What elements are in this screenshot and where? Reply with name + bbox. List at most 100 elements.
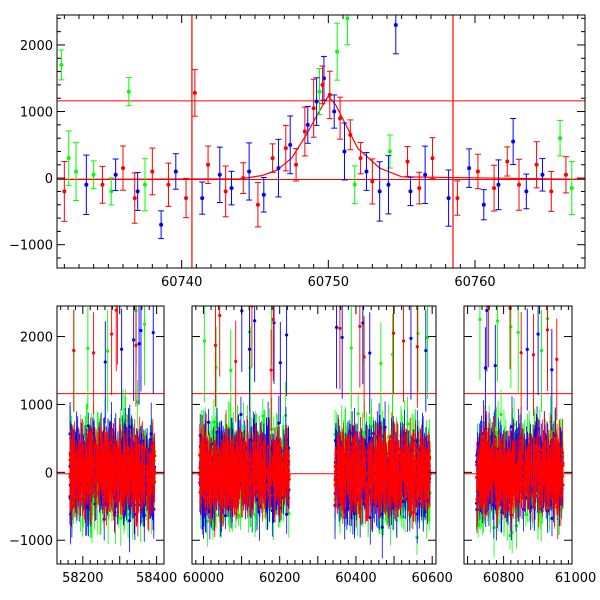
bottom-outlier-point-green	[142, 322, 147, 326]
top-point-blue-23	[445, 169, 452, 227]
bottom-outlier-point-blue	[137, 342, 141, 346]
data-marker	[247, 169, 252, 174]
data-marker	[524, 189, 529, 194]
data-marker	[386, 182, 391, 187]
data-marker	[91, 172, 96, 177]
bottom-point-red	[142, 470, 146, 475]
top-model-curve	[57, 95, 585, 180]
top-point-red-1	[99, 165, 106, 204]
data-marker	[84, 182, 89, 187]
bottom-outlier-point-green	[248, 366, 252, 370]
bottom-point-green	[261, 414, 265, 418]
data-marker	[166, 182, 171, 187]
top-point-red-26	[454, 180, 461, 216]
bottom-xtick-label: 58400	[136, 571, 177, 586]
bottom-point-blue	[142, 513, 146, 518]
top-point-blue-18	[376, 161, 383, 222]
bottom-point-red	[255, 450, 259, 454]
bottom-point-red	[94, 475, 98, 480]
bottom-point-red	[137, 454, 141, 458]
top-point-blue-6	[216, 146, 223, 203]
top-point-red-13	[282, 124, 289, 172]
top-point-blue-15	[331, 94, 338, 129]
data-marker	[184, 196, 189, 201]
data-marker	[270, 156, 275, 161]
bottom-segment-1-plot	[192, 306, 436, 559]
bottom-point-red	[145, 469, 149, 473]
data-marker	[549, 189, 554, 194]
top-point-green-13	[568, 161, 575, 216]
bottom-point-green	[227, 513, 231, 518]
data-marker	[305, 122, 310, 127]
bottom-point-red	[224, 441, 228, 445]
bottom-point-blue	[239, 412, 243, 417]
bottom-point-red	[198, 453, 202, 457]
data-marker	[511, 139, 516, 144]
bottom-point-red	[113, 467, 117, 471]
top-point-red-29	[504, 146, 511, 177]
bottom-point-red	[134, 495, 138, 500]
top-point-blue-13	[313, 77, 320, 126]
top-point-blue-22	[422, 145, 429, 204]
data-marker	[223, 189, 228, 194]
bottom-point-red	[125, 461, 130, 466]
top-point-green-8	[334, 22, 341, 81]
bottom-point-red	[281, 483, 286, 487]
data-marker	[109, 189, 114, 194]
top-point-red-0	[61, 161, 68, 222]
bottom-point-red	[78, 478, 82, 482]
bottom-point-red	[121, 456, 126, 460]
bottom-point-red	[102, 499, 106, 503]
data-marker	[563, 172, 568, 177]
top-point-blue-10	[275, 138, 282, 198]
bottom-outlier-point-blue	[253, 319, 257, 323]
bottom-point-red	[78, 497, 83, 502]
bottom-point-red	[141, 477, 145, 481]
bottom-outlier-point-green	[202, 339, 206, 343]
top-point-blue-24	[466, 148, 473, 188]
bottom-outlier-point-blue	[120, 347, 124, 351]
bottom-point-blue	[285, 512, 289, 516]
data-marker	[311, 106, 316, 111]
bottom-outlier-point-red	[110, 332, 114, 336]
bottom-point-blue	[223, 514, 227, 518]
top-point-green-4	[108, 177, 115, 206]
bottom-point-red	[125, 484, 129, 488]
data-marker	[496, 182, 501, 187]
bottom-panel: 58200 58400 60000 60200 60400 60600 60800 61000…	[9, 305, 596, 586]
top-point-blue-27	[510, 117, 517, 166]
bottom-point-red	[274, 476, 278, 480]
top-point-blue-25	[480, 189, 487, 221]
top-ytick-label: 2000	[20, 39, 53, 54]
bottom-point-red	[100, 463, 104, 467]
top-point-blue-5	[199, 181, 206, 215]
top-point-red-11	[254, 182, 261, 228]
top-point-red-22	[369, 158, 376, 205]
top-point-green-6	[142, 158, 148, 212]
top-point-red-31	[533, 141, 540, 189]
data-marker	[327, 92, 332, 97]
bottom-point-red	[89, 447, 93, 451]
data-marker	[342, 149, 347, 154]
data-marker	[540, 172, 545, 177]
top-point-blue-0	[83, 154, 90, 215]
bottom-point-red	[100, 454, 105, 458]
data-marker	[100, 182, 105, 187]
data-marker	[288, 142, 293, 147]
data-marker	[113, 172, 118, 177]
top-point-red-2	[120, 145, 126, 191]
top-point-red-27	[474, 153, 481, 190]
bottom-point-red	[103, 469, 108, 473]
data-marker	[338, 116, 343, 121]
bottom-outlier-point-blue	[132, 338, 136, 342]
data-marker	[348, 132, 353, 137]
top-point-blue-12	[304, 105, 311, 144]
bottom-point-red	[107, 474, 111, 478]
bottom-outlier-point-blue	[139, 328, 143, 333]
bottom-point-red	[268, 469, 272, 474]
bottom-point-blue	[69, 512, 73, 516]
top-point-red-25	[429, 137, 436, 180]
bottom-point-red	[256, 455, 261, 459]
bottom-point-red	[218, 484, 222, 488]
